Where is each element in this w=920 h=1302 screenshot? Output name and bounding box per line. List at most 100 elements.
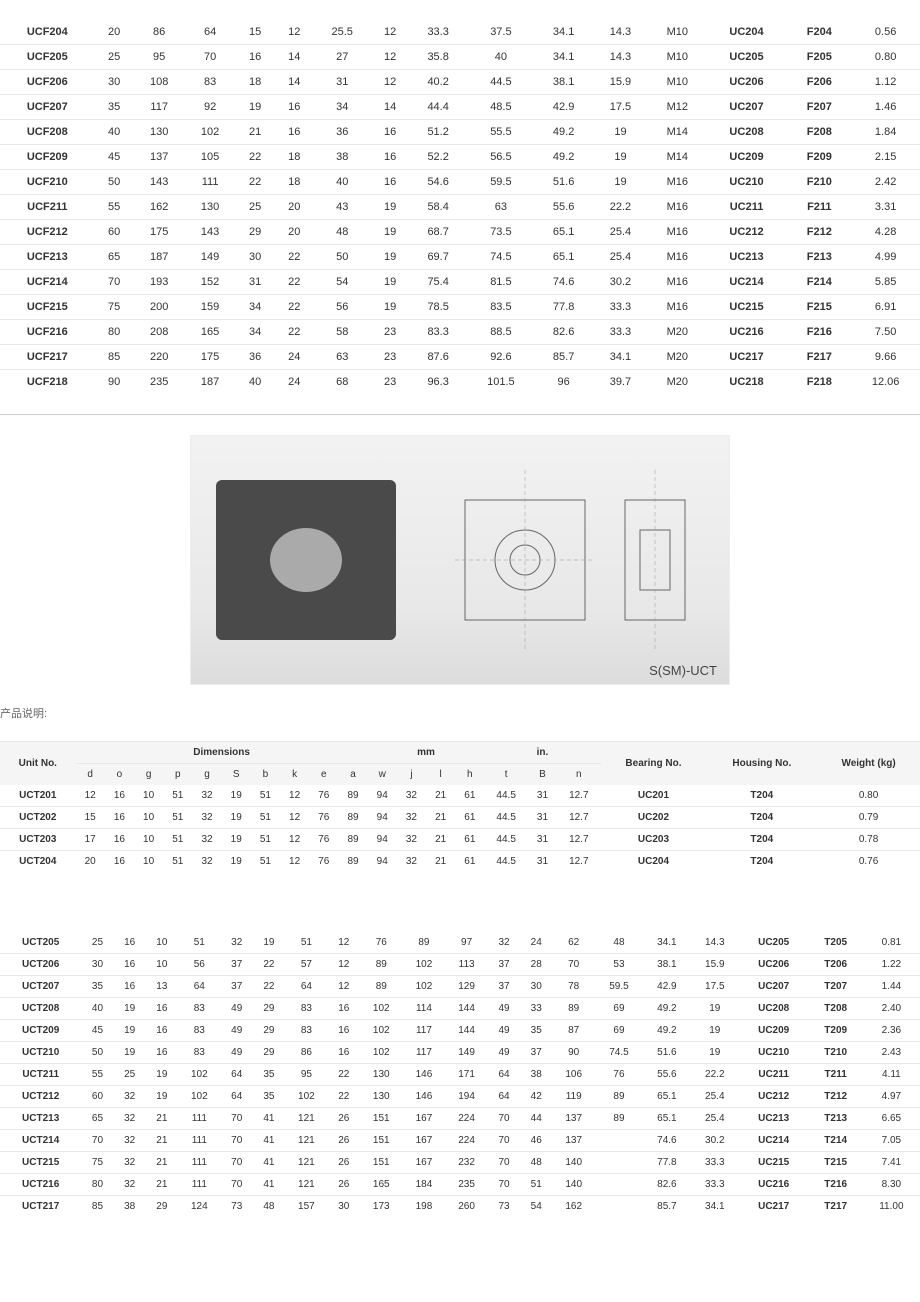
cell: 55.6 [535,195,592,220]
table-row: UCT2115525191026435952213014617164381067… [0,1064,920,1086]
cell: 29 [253,1020,285,1042]
cell: 193 [134,270,185,295]
cell: UCF207 [0,95,95,120]
cell: 65 [95,245,134,270]
ucf-table: UCF204208664151225.51233.337.534.114.3M1… [0,20,920,394]
table-row: UCF214701931523122541975.481.574.630.2M1… [0,270,920,295]
cell: 41 [253,1108,285,1130]
cell: 42.9 [643,976,691,998]
cell: 224 [445,1130,488,1152]
cell: 49.2 [535,120,592,145]
cell: 33.3 [592,295,649,320]
technical-drawing [445,460,705,660]
cell: 25.4 [691,1108,739,1130]
cell: 35 [253,1086,285,1108]
cell: UC211 [739,1064,809,1086]
cell: UCF214 [0,270,95,295]
cell: 32 [397,851,426,873]
cell: T210 [809,1042,863,1064]
cell: 25 [95,45,134,70]
cell: UCT205 [0,932,81,954]
cell: UC209 [706,145,788,170]
cell: 20 [275,195,314,220]
table-row: UCT2063016105637225712891021133728705338… [0,954,920,976]
cell: 45 [81,1020,113,1042]
cell: 55 [95,195,134,220]
cell: 70 [488,1108,520,1130]
cell: 16 [114,932,146,954]
cell: UC212 [706,220,788,245]
cell: 16 [328,1042,360,1064]
cell: 87 [552,1020,595,1042]
cell: 81.5 [467,270,536,295]
schematic-svg [445,460,705,660]
cell: M20 [649,345,706,370]
subcol: g [192,764,221,786]
table-row: UCT2084019168349298316102114144493389694… [0,998,920,1020]
cell: 111 [178,1108,221,1130]
cell: 22 [236,170,275,195]
cell: 21 [426,851,455,873]
cell: T205 [809,932,863,954]
cell: 45 [95,145,134,170]
cell: 35.8 [410,45,467,70]
cell: 36 [236,345,275,370]
cell: 49 [221,998,253,1020]
cell: 144 [445,998,488,1020]
cell: 63 [314,345,371,370]
table-row: UCT2094519168349298316102117144493587694… [0,1020,920,1042]
cell: T204 [706,851,817,873]
table-row: UCF208401301022116361651.255.549.219M14U… [0,120,920,145]
cell: 30 [520,976,552,998]
cell: 137 [552,1130,595,1152]
cell: 21 [146,1152,178,1174]
cell: 92 [185,95,236,120]
cell: T204 [706,807,817,829]
cell: 51 [163,851,192,873]
col-in: in. [484,742,600,764]
cell: 14.3 [592,20,649,45]
cell: 232 [445,1152,488,1174]
cell: 51 [163,785,192,807]
cell: UC204 [601,851,707,873]
cell: M16 [649,170,706,195]
cell: 44.5 [484,851,527,873]
table-row: UCT20735161364372264128910212937307859.5… [0,976,920,998]
cell: 40 [236,370,275,395]
cell: 26 [328,1130,360,1152]
cell: 16 [105,851,134,873]
cell: M16 [649,195,706,220]
cell: M20 [649,370,706,395]
cell: 102 [185,120,236,145]
table-row: UCF20735117921916341444.448.542.917.5M12… [0,95,920,120]
table-row: UCT210501916834929861610211714949379074.… [0,1042,920,1064]
cell: 52.2 [410,145,467,170]
cell: 61 [455,785,484,807]
cell: 34.1 [535,20,592,45]
cell: 51 [178,932,221,954]
cell: 54.6 [410,170,467,195]
cell: UC214 [706,270,788,295]
cell: 111 [178,1152,221,1174]
cell: 94 [368,829,397,851]
cell: 129 [445,976,488,998]
cell: 12 [328,954,360,976]
cell: 30 [236,245,275,270]
cell: 165 [185,320,236,345]
cell: T213 [809,1108,863,1130]
cell: UCT210 [0,1042,81,1064]
cell: 7.05 [863,1130,920,1152]
cell: 15 [236,20,275,45]
cell: 117 [403,1042,446,1064]
cell: UC205 [739,932,809,954]
cell: T214 [809,1130,863,1152]
cell: 235 [445,1174,488,1196]
cell: 61 [455,807,484,829]
cell: 102 [360,1020,403,1042]
cell: 89 [360,954,403,976]
cell: 15.9 [691,954,739,976]
cell: 121 [285,1152,328,1174]
cell: 23 [371,370,410,395]
cell: 76 [309,807,338,829]
cell: 32 [114,1108,146,1130]
